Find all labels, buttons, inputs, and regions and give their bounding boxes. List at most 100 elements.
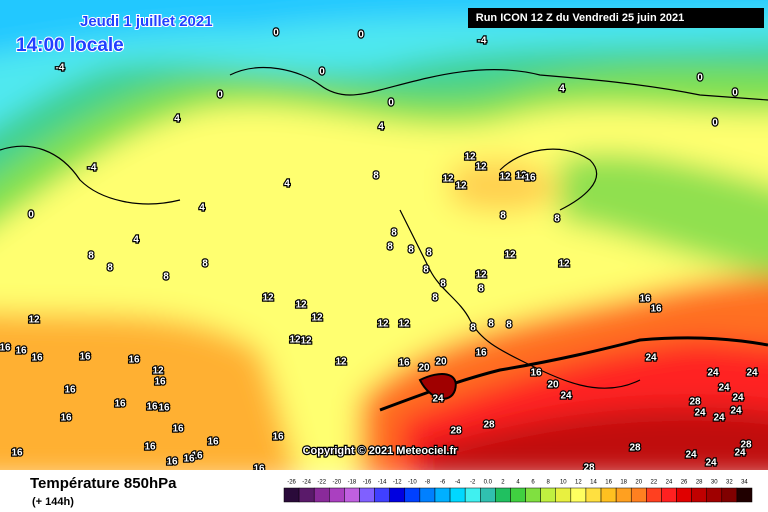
contour-label: 16	[475, 348, 487, 359]
scale-swatch	[480, 487, 496, 503]
contour-label: 24	[718, 383, 730, 394]
scale-label: 18	[620, 480, 627, 486]
contour-label: 24	[705, 458, 717, 469]
contour-label: 16	[183, 454, 195, 465]
contour-label: 8	[202, 259, 208, 270]
contour-label: 12	[398, 319, 410, 330]
contour-label: 4	[284, 179, 290, 190]
contour-label: 16	[166, 457, 178, 468]
scale-label: 16	[605, 480, 612, 486]
scale-swatch	[600, 487, 617, 503]
scale-label: 28	[696, 480, 703, 486]
contour-label: 24	[685, 450, 697, 461]
contour-label: 12	[300, 336, 312, 347]
contour-label: 12	[504, 250, 516, 261]
scale-swatch	[615, 487, 632, 503]
contour-label: 12	[311, 313, 323, 324]
scale-label: 2	[501, 480, 505, 486]
contour-label: 28	[450, 426, 462, 437]
contour-label: -4	[88, 163, 97, 174]
scale-swatch	[540, 487, 556, 503]
contour-label: 24	[694, 408, 706, 419]
scale-label: 0.0	[484, 480, 493, 486]
scale-label: 34	[741, 480, 748, 486]
contour-label: 8	[423, 265, 429, 276]
contour-label: 16	[60, 413, 72, 424]
scale-label: 32	[726, 480, 733, 486]
contour-label: 16	[207, 437, 219, 448]
contour-label: 0	[217, 90, 223, 101]
hot-core	[418, 373, 457, 400]
scale-swatch	[464, 487, 481, 503]
contour-label: 12	[28, 315, 40, 326]
contour-label: 4	[133, 235, 139, 246]
scale-label: -12	[393, 480, 402, 486]
contour-label: 12	[464, 152, 476, 163]
contour-label: 16	[11, 448, 23, 459]
contour-label: 0	[28, 210, 34, 221]
contour-label: 16	[639, 294, 651, 305]
scale-swatch	[495, 487, 511, 503]
contour-label: 0	[319, 67, 325, 78]
contour-label: 16	[154, 377, 166, 388]
scale-label: 12	[575, 480, 582, 486]
scale-swatch	[449, 487, 466, 503]
contour-label: 12	[515, 171, 527, 182]
contour-label: 0	[358, 30, 364, 41]
contour-label: 24	[734, 448, 746, 459]
scale-label: -20	[333, 480, 342, 486]
scale-label: 26	[681, 480, 688, 486]
scale-swatch	[676, 487, 692, 503]
scale-label: -16	[363, 480, 372, 486]
contour-label: 12	[475, 162, 487, 173]
contour-label: 28	[740, 440, 752, 451]
contour-label: 16	[524, 173, 536, 184]
scale-swatch	[510, 487, 526, 503]
scale-swatch	[359, 487, 375, 503]
contour-label: 8	[440, 279, 446, 290]
contour-label: 8	[387, 242, 393, 253]
contour-label: 8	[488, 319, 494, 330]
scale-label: 24	[666, 480, 673, 486]
contour-label: 16	[146, 402, 158, 413]
scale-label: 6	[531, 480, 535, 486]
contour-label: 8	[506, 320, 512, 331]
contour-label: 0	[273, 28, 279, 39]
contour-label: 12	[152, 366, 164, 377]
contour-label: 12	[289, 335, 301, 346]
contour-label: 16	[398, 358, 410, 369]
scale-swatch	[389, 487, 406, 503]
contour-label: 8	[470, 323, 476, 334]
contour-label: 28	[689, 397, 701, 408]
contour-label: 12	[377, 319, 389, 330]
date: Jeudi 1 juillet 2021	[80, 13, 213, 30]
contour-label: 24	[432, 394, 444, 405]
scale-label: 22	[651, 480, 658, 486]
contour-label: 8	[373, 171, 379, 182]
contour-label: 8	[478, 284, 484, 295]
scale-label: -6	[440, 480, 446, 486]
contour-label: 16	[650, 304, 662, 315]
contour-label: 16	[272, 432, 284, 443]
contour-label: 20	[435, 357, 447, 368]
contour-label: 16	[79, 352, 91, 363]
contour-label: 16	[144, 442, 156, 453]
contour-label: 8	[426, 248, 432, 259]
contour-label: 12	[455, 181, 467, 192]
scale-label: -24	[302, 480, 311, 486]
contour-label: 8	[554, 214, 560, 225]
temperature-field	[0, 0, 768, 480]
contour-label: 4	[559, 84, 565, 95]
scale-label: -18	[348, 480, 357, 486]
scale-label: -4	[455, 480, 461, 486]
color-scale: -26 -24 -22 -20 -18 -16 -14 -12 -10 -8 -6 -4 -2 0.0 2 4…	[283, 480, 753, 503]
contour-label: 8	[107, 263, 113, 274]
contour-label: 0	[697, 73, 703, 84]
scale-swatch	[344, 487, 360, 503]
contour-label: 28	[629, 443, 641, 454]
contour-label: 4	[378, 122, 384, 133]
contour-label: 20	[418, 363, 430, 374]
